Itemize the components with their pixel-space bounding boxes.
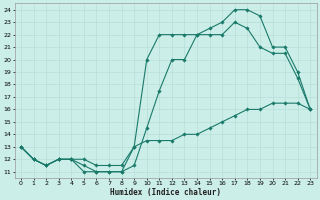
X-axis label: Humidex (Indice chaleur): Humidex (Indice chaleur) bbox=[110, 188, 221, 197]
